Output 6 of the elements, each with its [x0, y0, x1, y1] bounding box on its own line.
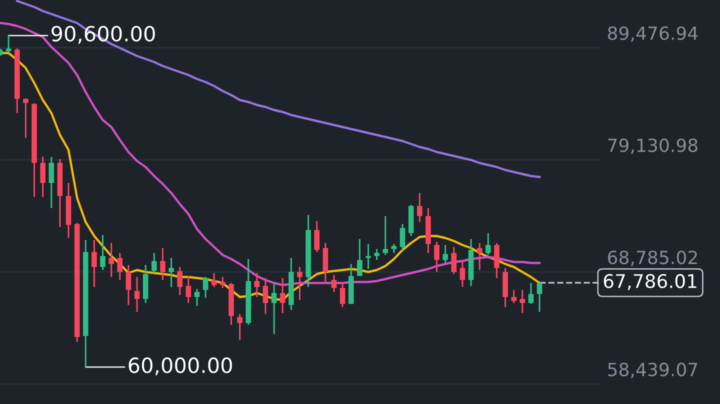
y-tick-label: 68,785.02 [608, 250, 697, 266]
y-tick-label: 58,439.07 [608, 362, 698, 378]
y-tick-label: 79,130.98 [608, 138, 698, 154]
annotation: 60,000.00 [128, 357, 232, 376]
ref-line-label: 67,786.01 [604, 274, 696, 290]
y-tick-label: 89,476.94 [608, 26, 698, 42]
